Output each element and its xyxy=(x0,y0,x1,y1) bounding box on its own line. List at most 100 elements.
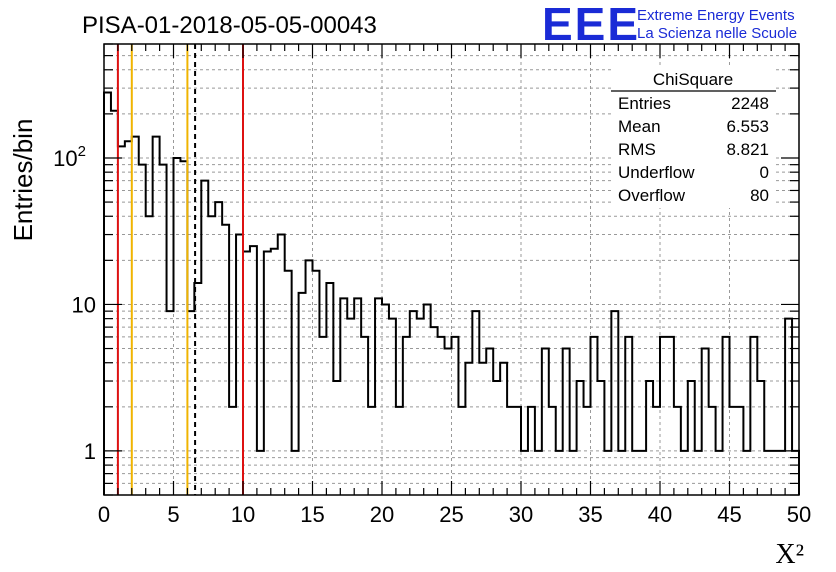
eee-logo-mark: EEE xyxy=(542,0,640,50)
y-tick-label: 1 xyxy=(84,439,96,464)
histogram-bin xyxy=(424,304,431,495)
histogram-bin xyxy=(625,337,632,495)
histogram-bin xyxy=(465,363,472,495)
y-tick-label-exponent: 2 xyxy=(78,143,86,160)
x-tick-label: 30 xyxy=(509,502,533,527)
histogram-bin xyxy=(521,451,528,495)
histogram-bin xyxy=(452,337,459,495)
x-tick-label: 40 xyxy=(648,502,672,527)
histogram-bin xyxy=(375,298,382,495)
histogram-bin xyxy=(104,92,111,495)
histogram-bin xyxy=(340,298,347,495)
histogram-bin xyxy=(278,235,285,495)
histogram-bin xyxy=(396,407,403,495)
histogram-bin xyxy=(417,319,424,495)
x-tick-label: 50 xyxy=(787,502,811,527)
histogram-bin xyxy=(778,451,785,495)
histogram-bin xyxy=(438,337,445,495)
histogram-bin xyxy=(125,141,132,495)
histogram-bin xyxy=(611,311,618,495)
histogram-bin xyxy=(681,451,688,495)
x-tick-label: 10 xyxy=(231,502,255,527)
histogram-bin xyxy=(500,363,507,495)
histogram-bin xyxy=(688,381,695,495)
stats-value-rms: 8.821 xyxy=(726,140,769,159)
x-tick-labels: 0 5 10 15 20 25 30 35 40 45 50 xyxy=(98,502,811,527)
logo-line-1: Extreme Energy Events xyxy=(637,7,795,24)
histogram-bin xyxy=(639,451,646,495)
x-tick-label: 0 xyxy=(98,502,110,527)
x-tick-label: 20 xyxy=(370,502,394,527)
stats-label-rms: RMS xyxy=(618,140,656,159)
histogram-bin xyxy=(730,407,737,495)
histogram-bin xyxy=(771,451,778,495)
stats-label-entries: Entries xyxy=(618,94,671,113)
y-tick-label: 10 xyxy=(72,292,96,317)
histogram-bin xyxy=(167,311,174,495)
histogram-bin xyxy=(299,293,306,495)
grid-lines xyxy=(104,44,799,495)
histogram-bin xyxy=(660,337,667,495)
histogram-bin xyxy=(570,451,577,495)
stats-value-overflow: 80 xyxy=(750,186,769,205)
histogram-bin xyxy=(146,216,153,495)
histogram-bin xyxy=(493,381,500,495)
histogram-bin xyxy=(743,451,750,495)
histogram-bin xyxy=(292,451,299,495)
stats-value-underflow: 0 xyxy=(760,163,769,182)
histogram-bin xyxy=(458,407,465,495)
histogram-bin xyxy=(591,337,598,495)
histogram-bin xyxy=(702,349,709,495)
stats-label-overflow: Overflow xyxy=(618,186,686,205)
histogram-bin xyxy=(486,349,493,495)
stats-box: ChiSquare Entries 2248 Mean 6.553 RMS 8.… xyxy=(611,68,776,208)
histogram-bin xyxy=(667,337,674,495)
stats-value-entries: 2248 xyxy=(731,94,769,113)
histogram-bin xyxy=(208,216,215,495)
histogram-bin xyxy=(174,158,181,495)
histogram-bin xyxy=(319,337,326,495)
histogram-bin xyxy=(556,451,563,495)
stats-label-mean: Mean xyxy=(618,117,661,136)
histogram-bin xyxy=(180,161,187,495)
eee-logo: EEE Extreme Energy Events La Scienza nel… xyxy=(542,0,797,50)
histogram-bin xyxy=(243,251,250,495)
histogram-bin xyxy=(354,298,361,495)
histogram-bin xyxy=(285,271,292,495)
histogram-bin xyxy=(132,137,139,495)
histogram-bin xyxy=(597,381,604,495)
x-tick-label: 25 xyxy=(439,502,463,527)
axis-ticks xyxy=(103,43,800,496)
histogram-bin xyxy=(653,407,660,495)
histogram-bin xyxy=(333,381,340,495)
histogram-bin xyxy=(445,349,452,495)
histogram-bin xyxy=(646,381,653,495)
histogram-bin xyxy=(313,271,320,495)
stats-title: ChiSquare xyxy=(653,70,733,89)
y-axis-label: Entries/bin xyxy=(8,119,38,242)
histogram-bin xyxy=(271,249,278,495)
histogram-bin xyxy=(479,363,486,495)
histogram-bin xyxy=(431,327,438,495)
histogram-bin xyxy=(577,381,584,495)
histogram-bin xyxy=(201,181,208,495)
stats-label-underflow: Underflow xyxy=(618,163,695,182)
x-tick-label: 5 xyxy=(167,502,179,527)
histogram-bin xyxy=(222,225,229,495)
histogram-bars xyxy=(103,91,800,495)
histogram-bin xyxy=(326,283,333,495)
y-tick-labels: 1 10 102 xyxy=(53,143,96,464)
histogram-bin xyxy=(306,260,313,495)
histogram-bin xyxy=(368,407,375,495)
chart-title: PISA-01-2018-05-05-00043 xyxy=(82,12,377,39)
histogram-bin xyxy=(257,451,264,495)
histogram-bin xyxy=(264,251,271,495)
histogram-bin xyxy=(674,407,681,495)
x-tick-label: 35 xyxy=(578,502,602,527)
histogram-bin xyxy=(535,451,542,495)
histogram-bin xyxy=(347,319,354,495)
x-tick-label: 45 xyxy=(717,502,741,527)
histogram-bin xyxy=(361,337,368,495)
histogram-bin xyxy=(695,451,702,495)
histogram-bin xyxy=(139,165,146,495)
